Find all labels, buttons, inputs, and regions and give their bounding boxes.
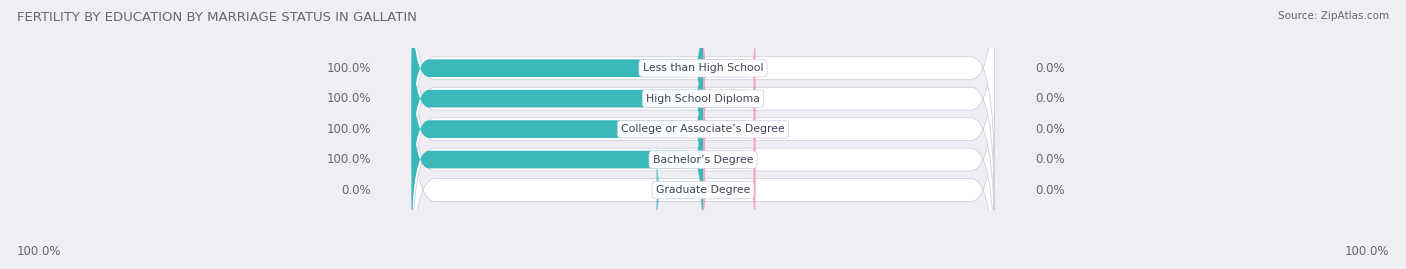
FancyBboxPatch shape	[412, 19, 994, 239]
Text: 0.0%: 0.0%	[342, 183, 371, 197]
Text: 100.0%: 100.0%	[17, 245, 62, 258]
Text: 100.0%: 100.0%	[326, 123, 371, 136]
FancyBboxPatch shape	[703, 77, 755, 181]
Text: 100.0%: 100.0%	[326, 153, 371, 166]
Text: Less than High School: Less than High School	[643, 63, 763, 73]
FancyBboxPatch shape	[703, 16, 755, 120]
Text: Graduate Degree: Graduate Degree	[655, 185, 751, 195]
FancyBboxPatch shape	[412, 49, 994, 269]
Text: Bachelor’s Degree: Bachelor’s Degree	[652, 155, 754, 165]
Text: High School Diploma: High School Diploma	[647, 94, 759, 104]
Text: 0.0%: 0.0%	[1035, 153, 1064, 166]
FancyBboxPatch shape	[703, 47, 755, 151]
Text: 100.0%: 100.0%	[326, 92, 371, 105]
FancyBboxPatch shape	[412, 77, 703, 242]
Text: College or Associate’s Degree: College or Associate’s Degree	[621, 124, 785, 134]
FancyBboxPatch shape	[412, 0, 703, 151]
Text: 100.0%: 100.0%	[1344, 245, 1389, 258]
FancyBboxPatch shape	[703, 138, 755, 242]
Text: FERTILITY BY EDUCATION BY MARRIAGE STATUS IN GALLATIN: FERTILITY BY EDUCATION BY MARRIAGE STATU…	[17, 11, 416, 24]
FancyBboxPatch shape	[412, 80, 994, 269]
Text: 0.0%: 0.0%	[1035, 92, 1064, 105]
Text: 0.0%: 0.0%	[1035, 62, 1064, 75]
FancyBboxPatch shape	[412, 0, 994, 179]
FancyBboxPatch shape	[657, 138, 703, 242]
Text: 0.0%: 0.0%	[1035, 123, 1064, 136]
FancyBboxPatch shape	[703, 108, 755, 212]
FancyBboxPatch shape	[412, 47, 703, 212]
FancyBboxPatch shape	[412, 0, 994, 209]
Text: 100.0%: 100.0%	[326, 62, 371, 75]
Text: 0.0%: 0.0%	[1035, 183, 1064, 197]
Legend: Married, Unmarried: Married, Unmarried	[620, 266, 786, 269]
FancyBboxPatch shape	[412, 16, 703, 181]
Text: Source: ZipAtlas.com: Source: ZipAtlas.com	[1278, 11, 1389, 21]
